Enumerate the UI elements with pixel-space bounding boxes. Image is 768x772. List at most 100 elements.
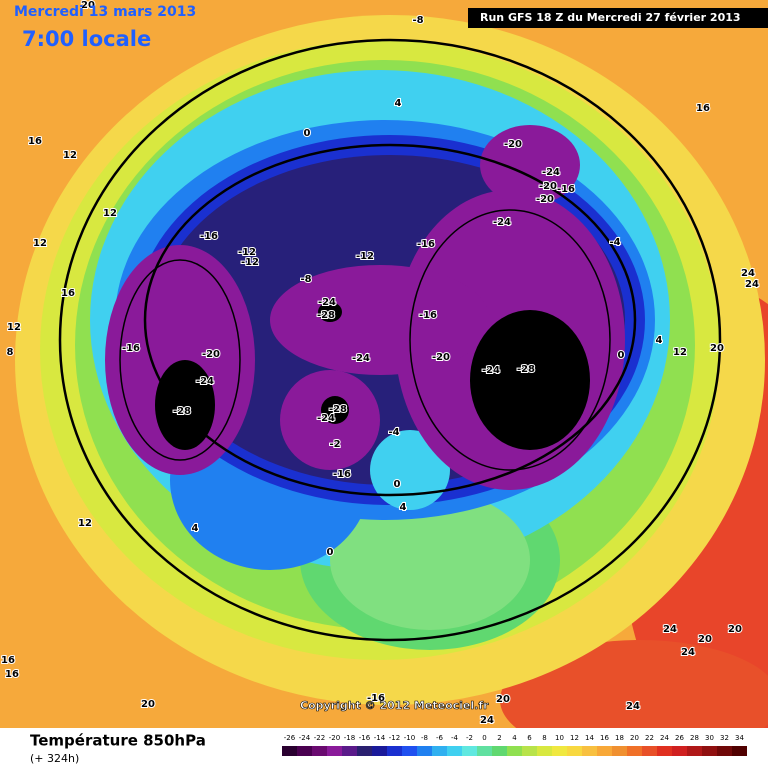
contour-label: 12 bbox=[103, 208, 117, 219]
contour-label: -28 bbox=[329, 404, 347, 415]
legend-swatch bbox=[387, 746, 402, 756]
legend-label: -22 bbox=[314, 734, 325, 742]
field-title: Température 850hPa bbox=[30, 732, 206, 750]
contour-label: 20 bbox=[728, 624, 742, 635]
lead-time: (+ 324h) bbox=[30, 752, 79, 765]
contour-label: 0 bbox=[394, 479, 401, 490]
contour-label: -24 bbox=[318, 297, 336, 308]
contour-label: -16 bbox=[200, 231, 218, 242]
legend-swatch bbox=[522, 746, 537, 756]
copyright: Copyright © 2012 Meteociel.fr bbox=[300, 699, 489, 712]
legend-label: 12 bbox=[570, 734, 579, 742]
legend-label: 22 bbox=[645, 734, 654, 742]
legend-label: -2 bbox=[466, 734, 473, 742]
contour-label: 12 bbox=[78, 518, 92, 529]
forecast-date: Mercredi 13 mars 2013 bbox=[14, 4, 196, 20]
legend-swatch bbox=[552, 746, 567, 756]
contour-label: 20 bbox=[698, 634, 712, 645]
legend-swatch bbox=[312, 746, 327, 756]
legend-swatch bbox=[282, 746, 297, 756]
legend-swatch bbox=[537, 746, 552, 756]
legend-label: 14 bbox=[585, 734, 594, 742]
contour-label: -16 bbox=[333, 469, 351, 480]
legend-swatch bbox=[657, 746, 672, 756]
contour-label: 4 bbox=[395, 98, 402, 109]
legend-label: 16 bbox=[600, 734, 609, 742]
contour-label: 4 bbox=[400, 502, 407, 513]
legend-label: 6 bbox=[527, 734, 532, 742]
legend-swatch bbox=[597, 746, 612, 756]
legend-label: 4 bbox=[512, 734, 517, 742]
run-info: Run GFS 18 Z du Mercredi 27 février 2013 bbox=[480, 11, 741, 24]
legend-label: -10 bbox=[404, 734, 415, 742]
legend-swatch bbox=[717, 746, 732, 756]
legend-swatch bbox=[402, 746, 417, 756]
legend-swatch bbox=[642, 746, 657, 756]
contour-label: 24 bbox=[663, 624, 677, 635]
contour-label: 12 bbox=[33, 238, 47, 249]
contour-label: -20 bbox=[202, 349, 220, 360]
legend-label: 10 bbox=[555, 734, 564, 742]
contour-label: -12 bbox=[356, 251, 374, 262]
legend-swatch bbox=[327, 746, 342, 756]
run-box bbox=[468, 8, 768, 28]
legend-label: -14 bbox=[374, 734, 386, 742]
legend-swatch bbox=[567, 746, 582, 756]
legend-swatch bbox=[432, 746, 447, 756]
contour-label: 12 bbox=[63, 150, 77, 161]
legend-swatch bbox=[357, 746, 372, 756]
legend-label: 2 bbox=[497, 734, 501, 742]
legend-label: 30 bbox=[705, 734, 714, 742]
legend-label: 26 bbox=[675, 734, 684, 742]
contour-label: -20 bbox=[536, 194, 554, 205]
legend-swatch bbox=[582, 746, 597, 756]
legend-swatch bbox=[732, 746, 747, 756]
contour-label: -24 bbox=[196, 376, 214, 387]
contour-label: 0 bbox=[327, 547, 334, 558]
legend-label: -20 bbox=[329, 734, 340, 742]
contour-label: 8 bbox=[7, 347, 14, 358]
contour-label: -4 bbox=[388, 427, 399, 438]
legend-swatch bbox=[477, 746, 492, 756]
contour-label: -28 bbox=[517, 364, 535, 375]
legend-label: -4 bbox=[451, 734, 459, 742]
legend-swatch bbox=[687, 746, 702, 756]
contour-label: 16 bbox=[1, 655, 15, 666]
contour-label: 12 bbox=[673, 347, 687, 358]
legend-swatch bbox=[342, 746, 357, 756]
contour-label: 24 bbox=[681, 647, 695, 658]
contour-label: 12 bbox=[7, 322, 21, 333]
legend-label: 24 bbox=[660, 734, 669, 742]
contour-label: -8 bbox=[412, 15, 423, 26]
legend-swatch bbox=[417, 746, 432, 756]
contour-label: -16 bbox=[557, 184, 575, 195]
color-legend: -26 -24 -22 -20 -18 -16 -14 -12 -10 -8 -6 -4 -2 0 2 4 6 8… bbox=[282, 734, 747, 756]
contour-label: -4 bbox=[609, 237, 620, 248]
contour-label: 24 bbox=[480, 715, 494, 726]
contour-label: -20 bbox=[432, 352, 450, 363]
contour-label: 0 bbox=[618, 350, 625, 361]
legend-label: -24 bbox=[299, 734, 311, 742]
contour-label: 24 bbox=[741, 268, 755, 279]
legend-label: -18 bbox=[344, 734, 355, 742]
contour-label: -28 bbox=[173, 406, 191, 417]
legend-swatch bbox=[702, 746, 717, 756]
legend-swatch bbox=[507, 746, 522, 756]
contour-label: -24 bbox=[493, 217, 511, 228]
legend-swatch bbox=[612, 746, 627, 756]
legend-label: 8 bbox=[542, 734, 546, 742]
contour-label: 16 bbox=[28, 136, 42, 147]
contour-label: -12 bbox=[238, 247, 256, 258]
legend-label: 18 bbox=[615, 734, 624, 742]
legend-swatch bbox=[492, 746, 507, 756]
legend-label: -8 bbox=[421, 734, 428, 742]
legend-label: 34 bbox=[735, 734, 744, 742]
legend-label: 20 bbox=[630, 734, 639, 742]
contour-label: 20 bbox=[141, 699, 155, 710]
contour-label: -20 bbox=[504, 139, 522, 150]
contour-label: -2 bbox=[329, 439, 340, 450]
legend-label: -12 bbox=[389, 734, 400, 742]
